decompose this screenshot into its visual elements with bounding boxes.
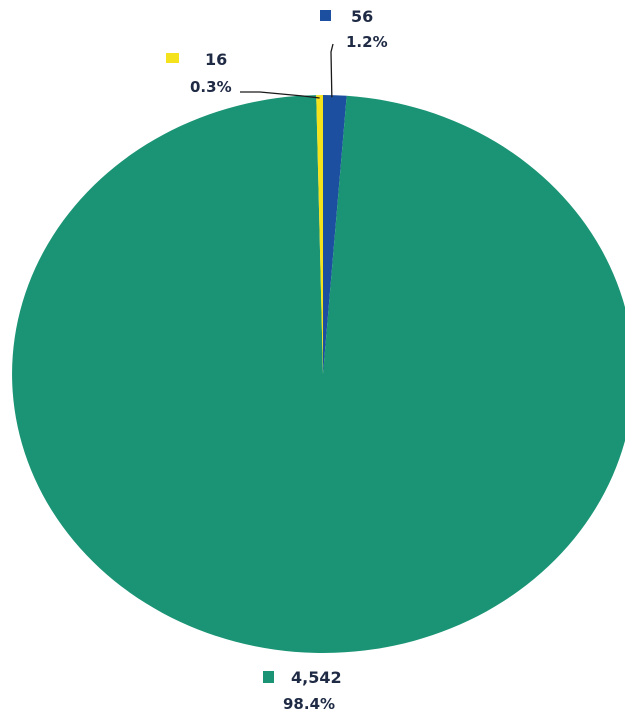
value-label-blue: 56 [351, 7, 373, 26]
value-label-yellow: 16 [205, 50, 227, 69]
slice-label-blue: 56 1.2% [320, 7, 388, 51]
swatch-green [263, 671, 274, 683]
percent-label-blue: 1.2% [346, 33, 388, 51]
pie-slices [12, 95, 625, 654]
slice-label-green: 4,542 98.4% [263, 668, 342, 713]
leader-line-blue [330, 43, 334, 98]
swatch-blue [320, 10, 331, 21]
pie-slice-1 [12, 95, 625, 654]
slice-label-yellow: 16 0.3% [166, 50, 232, 96]
percent-label-green: 98.4% [283, 695, 335, 713]
pie-slice-0 [323, 95, 347, 374]
leader-lines [240, 43, 334, 99]
leader-line-yellow [240, 91, 320, 99]
pie-slice-2 [316, 95, 323, 374]
swatch-yellow [166, 53, 179, 63]
value-label-green: 4,542 [291, 668, 342, 687]
percent-label-yellow: 0.3% [190, 78, 232, 96]
